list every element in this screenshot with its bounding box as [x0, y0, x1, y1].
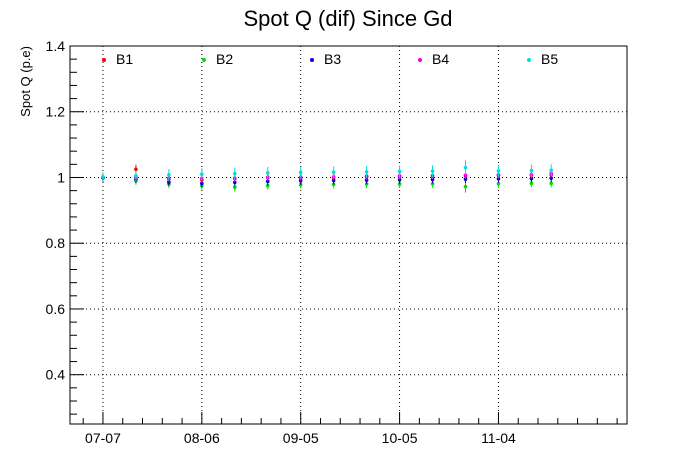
x-tick-label: 09-05 [283, 430, 319, 446]
axes: 0.4 0.6 0.8 1 1.2 1.4 07-07 08-06 09-05 10-05 11-0… [46, 38, 628, 446]
legend-label: B3 [324, 51, 341, 67]
legend-label: B4 [432, 51, 449, 67]
data-point [200, 181, 204, 186]
data-point [200, 172, 204, 176]
y-axis-label: Spot Q (p.e) [18, 46, 33, 117]
legend-marker [102, 58, 106, 62]
legend-entry-B2: B2 [202, 51, 233, 67]
x-tick-label: 10-05 [382, 430, 418, 446]
y-tick-label: 0.6 [46, 301, 66, 317]
data-point [496, 181, 501, 186]
data-point [397, 182, 402, 186]
x-tick-label: 11-04 [481, 430, 516, 446]
legend: B1 B2 B3 B4 B5 [102, 51, 558, 67]
plot-frame [69, 45, 628, 425]
data-point [331, 170, 336, 175]
legend-marker [527, 58, 531, 62]
x-tick-label: 07-07 [85, 430, 121, 446]
series-B5 [101, 160, 553, 182]
data-point [265, 183, 270, 188]
legend-marker [310, 58, 314, 62]
legend-entry-B4: B4 [418, 51, 449, 67]
data-point [134, 167, 138, 172]
data-point [430, 181, 435, 186]
data-point [232, 185, 237, 190]
data-point [397, 169, 402, 174]
legend-label: B1 [116, 51, 133, 67]
data-point [430, 169, 435, 174]
y-tick-label: 1 [57, 169, 65, 185]
data-point [549, 168, 553, 173]
y-tick-label: 1.4 [46, 38, 66, 54]
legend-marker [202, 58, 206, 62]
data-point [496, 169, 501, 173]
legend-label: B5 [541, 51, 558, 67]
data-point [463, 184, 468, 189]
data-point [529, 168, 534, 173]
x-tick-label: 08-06 [184, 430, 220, 446]
data-point [549, 176, 553, 180]
legend-marker [418, 58, 422, 62]
data-point [463, 165, 468, 170]
data-point [298, 170, 303, 175]
data-point [232, 180, 237, 185]
data-point [134, 174, 138, 178]
data-point [101, 175, 105, 179]
data-point [529, 181, 534, 186]
data-point [463, 173, 468, 177]
chart-title: Spot Q (dif) Since Gd [243, 6, 452, 31]
data-points [101, 160, 553, 193]
legend-label: B2 [216, 51, 233, 67]
y-tick-label: 0.4 [46, 367, 66, 383]
legend-entry-B5: B5 [527, 51, 558, 67]
y-tick-label: 1.2 [46, 104, 66, 120]
data-point [167, 173, 171, 177]
data-point [549, 181, 553, 186]
data-point [232, 171, 237, 176]
data-point [265, 171, 270, 175]
y-tick-label: 0.8 [46, 235, 66, 251]
legend-entry-B3: B3 [310, 51, 341, 67]
legend-entry-B1: B1 [102, 51, 133, 67]
data-point [364, 170, 369, 174]
